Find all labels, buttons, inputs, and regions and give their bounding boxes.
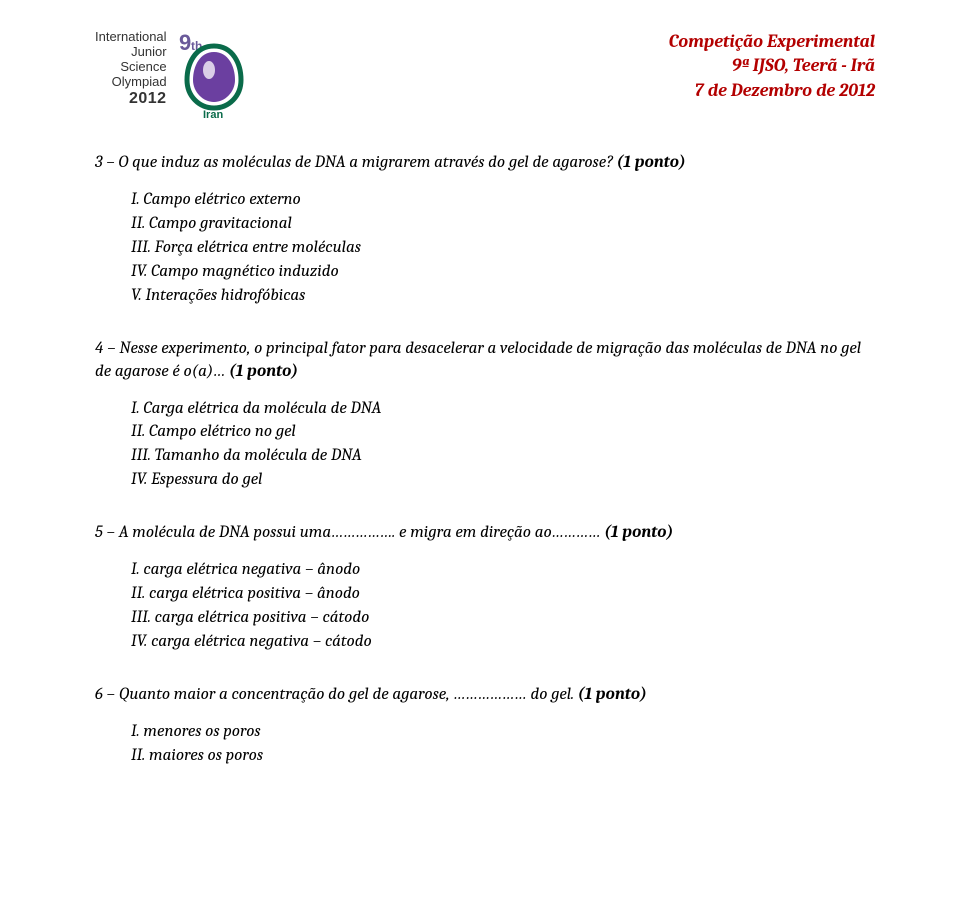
q4-opt-4: IV. Espessura do gel [131, 469, 875, 492]
logo-line-3: Science [95, 60, 167, 75]
q6-body: 6 – Quanto maior a concentração do gel d… [95, 685, 578, 704]
q4-text: 4 – Nesse experimento, o principal fator… [95, 338, 875, 384]
question-5: 5 – A molécula de DNA possui uma……………. e… [95, 522, 875, 654]
iran-text: Iran [203, 109, 223, 120]
logo-line-1: International [95, 30, 167, 45]
q5-body: 5 – A molécula de DNA possui uma……………. e… [95, 523, 604, 542]
q3-text: 3 – O que induz as moléculas de DNA a mi… [95, 152, 875, 175]
q6-options: I. menores os poros II. maiores os poros [95, 721, 875, 768]
q4-options: I. Carga elétrica da molécula de DNA II.… [95, 398, 875, 493]
q3-points: (1 ponto) [617, 153, 686, 172]
ninth-text: 9 [179, 30, 191, 55]
q5-points: (1 ponto) [604, 523, 673, 542]
q3-opt-3: III. Força elétrica entre moléculas [131, 237, 875, 260]
q5-opt-3: III. carga elétrica positiva – cátodo [131, 607, 875, 630]
q5-text: 5 – A molécula de DNA possui uma……………. e… [95, 522, 875, 545]
header-right-l1: Competição Experimental [669, 30, 875, 54]
logo-block: International Junior Science Olympiad 20… [95, 28, 255, 120]
logo-line-4: Olympiad [95, 75, 167, 90]
q4-opt-3: III. Tamanho da molécula de DNA [131, 445, 875, 468]
q3-options: I. Campo elétrico externo II. Campo grav… [95, 189, 875, 308]
q6-text: 6 – Quanto maior a concentração do gel d… [95, 684, 875, 707]
content: 3 – O que induz as moléculas de DNA a mi… [95, 152, 875, 768]
question-6: 6 – Quanto maior a concentração do gel d… [95, 684, 875, 768]
header-right-l3: 7 de Dezembro de 2012 [669, 79, 875, 103]
header-right: Competição Experimental 9ª IJSO, Teerã -… [669, 28, 875, 103]
q5-opt-2: II. carga elétrica positiva – ânodo [131, 583, 875, 606]
q3-opt-1: I. Campo elétrico externo [131, 189, 875, 212]
logo-icon: 9 th Iran [173, 28, 255, 120]
q3-opt-5: V. Interações hidrofóbicas [131, 285, 875, 308]
q6-points: (1 ponto) [578, 685, 647, 704]
q5-options: I. carga elétrica negativa – ânodo II. c… [95, 559, 875, 654]
q3-body: 3 – O que induz as moléculas de DNA a mi… [95, 153, 617, 172]
q4-opt-1: I. Carga elétrica da molécula de DNA [131, 398, 875, 421]
q3-opt-4: IV. Campo magnético induzido [131, 261, 875, 284]
q4-body: 4 – Nesse experimento, o principal fator… [95, 339, 861, 381]
q3-opt-2: II. Campo gravitacional [131, 213, 875, 236]
logo-line-2: Junior [95, 45, 167, 60]
q4-opt-2: II. Campo elétrico no gel [131, 421, 875, 444]
q4-points: (1 ponto) [229, 362, 298, 381]
q5-opt-1: I. carga elétrica negativa – ânodo [131, 559, 875, 582]
q5-opt-4: IV. carga elétrica negativa – cátodo [131, 631, 875, 654]
q6-opt-2: II. maiores os poros [131, 745, 875, 768]
q6-opt-1: I. menores os poros [131, 721, 875, 744]
question-3: 3 – O que induz as moléculas de DNA a mi… [95, 152, 875, 308]
header-right-l2: 9ª IJSO, Teerã - Irã [669, 54, 875, 78]
logo-year: 2012 [95, 90, 167, 108]
question-4: 4 – Nesse experimento, o principal fator… [95, 338, 875, 493]
logo-text: International Junior Science Olympiad 20… [95, 28, 167, 108]
page-header: International Junior Science Olympiad 20… [95, 28, 875, 120]
